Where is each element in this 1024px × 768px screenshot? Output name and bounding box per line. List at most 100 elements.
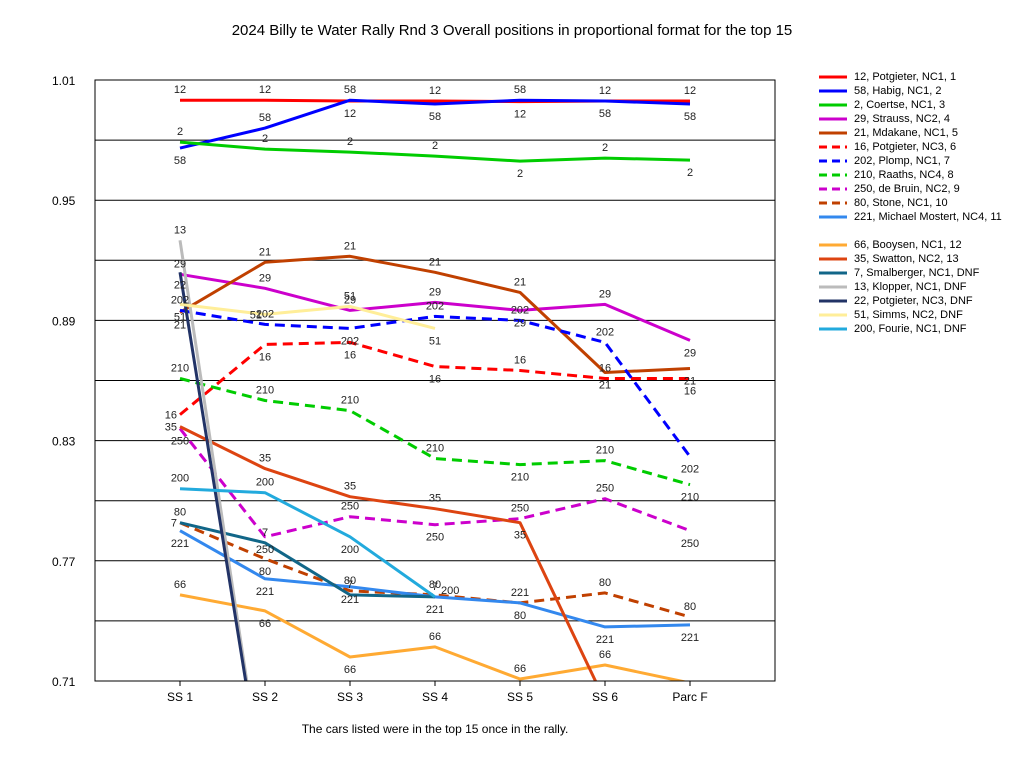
legend-swatch xyxy=(818,183,848,197)
point-label-58: 58 xyxy=(599,108,611,120)
point-label-66: 66 xyxy=(259,618,271,630)
series-line-202 xyxy=(179,308,692,458)
point-label-7: 7 xyxy=(432,581,438,593)
chart-title: 2024 Billy te Water Rally Rnd 3 Overall … xyxy=(231,22,793,39)
point-label-35: 35 xyxy=(344,481,356,493)
point-label-80: 80 xyxy=(174,507,186,519)
point-label-2: 2 xyxy=(347,136,353,148)
point-label-16: 16 xyxy=(429,373,441,385)
point-label-58: 58 xyxy=(514,84,526,96)
legend-swatch xyxy=(818,309,848,323)
point-label-21: 21 xyxy=(259,246,271,258)
point-label-16: 16 xyxy=(165,410,177,422)
point-label-210: 210 xyxy=(596,445,614,457)
point-label-250: 250 xyxy=(511,503,529,515)
point-label-12: 12 xyxy=(259,84,271,96)
x-tick-label: Parc F xyxy=(672,690,707,704)
point-label-16: 16 xyxy=(514,354,526,366)
legend-label: 7, Smalberger, NC1, DNF xyxy=(854,267,980,279)
legend-swatch xyxy=(818,113,848,127)
point-label-250: 250 xyxy=(681,538,699,550)
point-label-29: 29 xyxy=(344,294,356,306)
x-tick-label: SS 5 xyxy=(507,690,533,704)
legend-label: 80, Stone, NC1, 10 xyxy=(854,197,948,209)
point-label-200: 200 xyxy=(441,585,459,597)
legend-swatch xyxy=(818,267,848,281)
point-label-12: 12 xyxy=(684,85,696,97)
point-label-29: 29 xyxy=(259,272,271,284)
point-label-2: 2 xyxy=(432,140,438,152)
legend-item: 250, de Bruin, NC2, 9 xyxy=(818,183,1018,197)
legend-item: 58, Habig, NC1, 2 xyxy=(818,85,1018,99)
point-label-29: 29 xyxy=(599,288,611,300)
point-label-21: 21 xyxy=(599,379,611,391)
point-label-200: 200 xyxy=(341,544,359,556)
legend-item: 22, Potgieter, NC3, DNF xyxy=(818,295,1018,309)
point-label-221: 221 xyxy=(681,632,699,644)
point-label-2: 2 xyxy=(687,167,693,179)
legend-label: 12, Potgieter, NC1, 1 xyxy=(854,71,957,83)
axis-layer: 1.01 0.95 0.89 0.83 0.77 0.71 SS 1 SS 2 SS 3 SS 4… xyxy=(52,74,776,704)
point-label-202: 202 xyxy=(596,326,614,338)
point-label-58: 58 xyxy=(344,84,356,96)
point-label-80: 80 xyxy=(599,577,611,589)
point-label-80: 80 xyxy=(429,579,441,591)
series-line-16 xyxy=(179,340,690,416)
legend-swatch xyxy=(818,295,848,309)
point-label-29: 29 xyxy=(174,258,186,270)
legend-item: 200, Fourie, NC1, DNF xyxy=(818,323,1018,337)
point-label-35: 35 xyxy=(165,422,177,434)
legend-swatch xyxy=(818,253,848,267)
point-label-210: 210 xyxy=(171,362,189,374)
point-label-51: 51 xyxy=(429,335,441,347)
point-label-221: 221 xyxy=(256,586,274,598)
point-label-35: 35 xyxy=(514,530,526,542)
point-label-16: 16 xyxy=(599,362,611,374)
legend-item: 221, Michael Mostert, NC4, 11 xyxy=(818,211,1018,239)
point-label-66: 66 xyxy=(174,579,186,591)
point-label-66: 66 xyxy=(429,631,441,643)
point-label-12: 12 xyxy=(174,84,186,96)
point-label-12: 12 xyxy=(429,85,441,97)
point-label-12: 12 xyxy=(514,109,526,121)
legend-label: 66, Booysen, NC1, 12 xyxy=(854,239,962,251)
point-label-35: 35 xyxy=(259,453,271,465)
point-label-58: 58 xyxy=(429,111,441,123)
legend-item: 7, Smalberger, NC1, DNF xyxy=(818,267,1018,281)
point-label-221: 221 xyxy=(426,604,444,616)
legend-label: 29, Strauss, NC2, 4 xyxy=(854,113,950,125)
point-label-221: 221 xyxy=(596,634,614,646)
series-line-22 xyxy=(178,272,248,681)
point-label-7: 7 xyxy=(171,518,177,530)
legend-swatch xyxy=(818,85,848,99)
legend-swatch xyxy=(818,141,848,155)
point-label-29: 29 xyxy=(429,286,441,298)
y-tick-label: 0.95 xyxy=(52,194,76,208)
point-label-21: 21 xyxy=(514,276,526,288)
legend-label: 22, Potgieter, NC3, DNF xyxy=(854,295,973,307)
point-label-250: 250 xyxy=(341,501,359,513)
point-label-221: 221 xyxy=(341,594,359,606)
point-label-58: 58 xyxy=(174,155,186,167)
y-tick-label: 0.71 xyxy=(52,675,76,689)
point-label-51: 51 xyxy=(344,290,356,302)
legend-swatch xyxy=(818,127,848,141)
series-line-2 xyxy=(179,140,691,163)
x-tick-label: SS 6 xyxy=(592,690,618,704)
point-label-58: 58 xyxy=(684,111,696,123)
legend-label: 16, Potgieter, NC3, 6 xyxy=(854,141,957,153)
point-label-202: 202 xyxy=(171,294,189,306)
point-label-16: 16 xyxy=(344,349,356,361)
point-label-58: 58 xyxy=(259,112,271,124)
legend-swatch xyxy=(818,239,848,253)
legend-item: 210, Raaths, NC4, 8 xyxy=(818,169,1018,183)
point-label-80: 80 xyxy=(684,601,696,613)
legend-label: 21, Mdakane, NC1, 5 xyxy=(854,127,958,139)
series-line-58 xyxy=(179,98,691,150)
point-label-221: 221 xyxy=(511,587,529,599)
legend-item: 29, Strauss, NC2, 4 xyxy=(818,113,1018,127)
point-label-250: 250 xyxy=(256,544,274,556)
point-label-21: 21 xyxy=(684,375,696,387)
legend-swatch xyxy=(818,211,848,225)
legend-label: 58, Habig, NC1, 2 xyxy=(854,85,942,97)
